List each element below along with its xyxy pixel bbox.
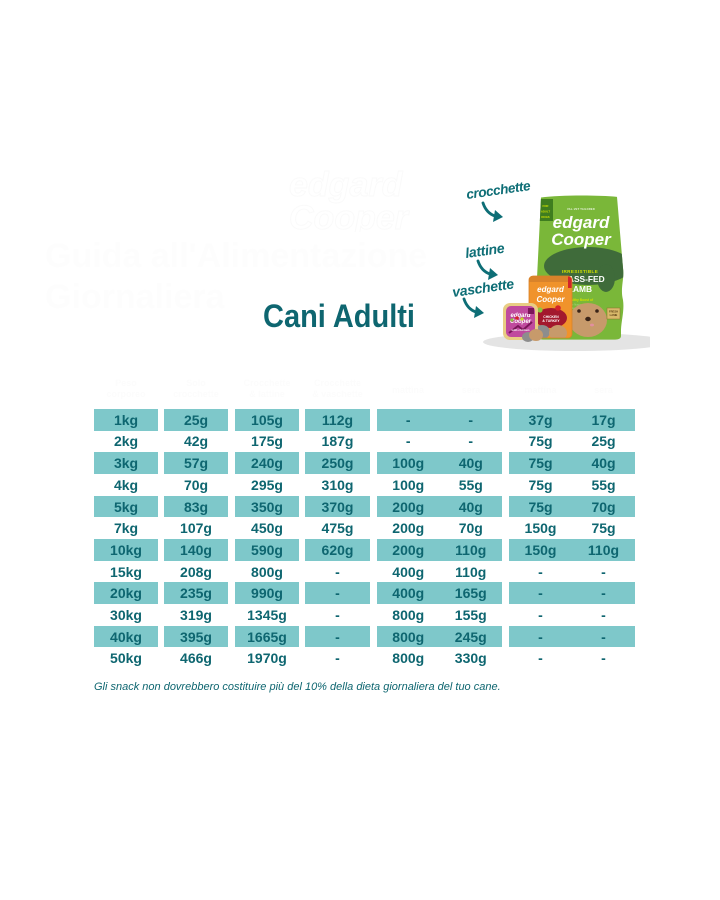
svg-text:DOGS: DOGS xyxy=(541,215,549,219)
svg-text:Cooper: Cooper xyxy=(289,199,410,232)
svg-text:edgard: edgard xyxy=(537,285,565,294)
svg-text:& TURKEY: & TURKEY xyxy=(542,319,560,323)
svg-text:LAMB: LAMB xyxy=(610,313,618,317)
svg-text:FOR: FOR xyxy=(543,204,549,208)
svg-text:FRESH: FRESH xyxy=(609,310,618,314)
svg-text:with chicken: with chicken xyxy=(510,328,529,332)
svg-text:VAL-VET TAILORED: VAL-VET TAILORED xyxy=(567,207,595,211)
svg-text:Cooper: Cooper xyxy=(537,295,566,304)
svg-text:ADULT: ADULT xyxy=(541,210,551,214)
svg-text:Cooper: Cooper xyxy=(551,230,612,249)
